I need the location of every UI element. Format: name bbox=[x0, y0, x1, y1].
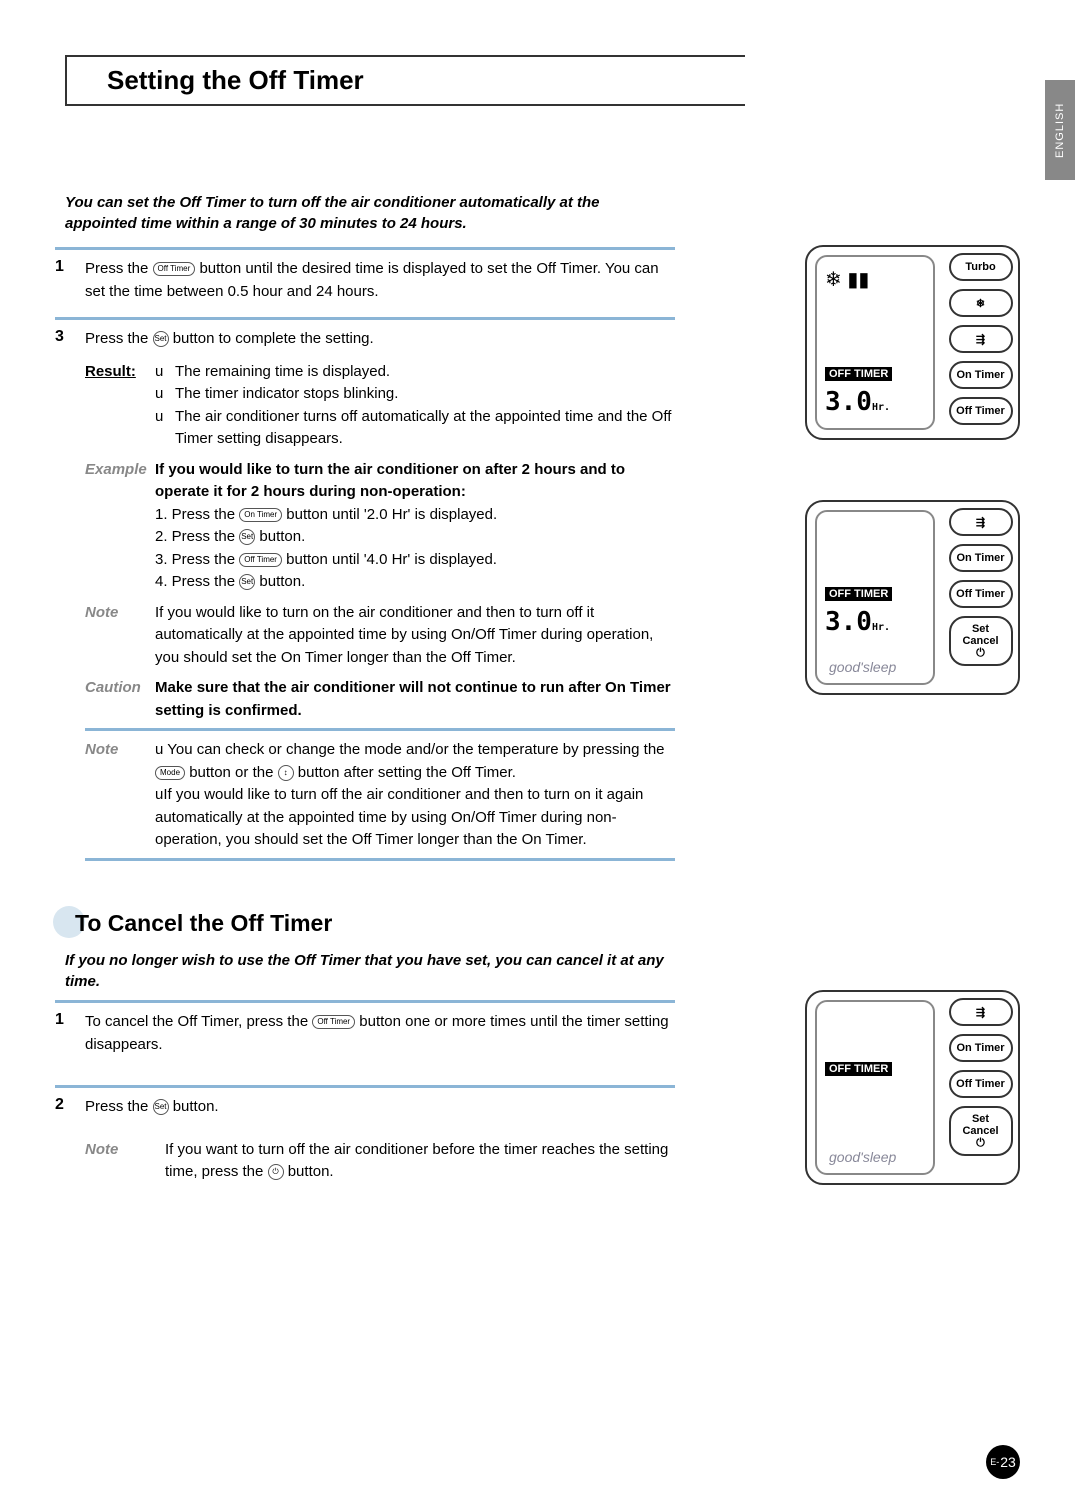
result-label: Result: bbox=[85, 361, 155, 451]
example-line: button until '2.0 Hr' is displayed. bbox=[282, 506, 497, 523]
goodsleep-label: good'sleep bbox=[829, 1149, 896, 1165]
bullet: u bbox=[155, 383, 175, 406]
set-label: Set bbox=[972, 1113, 989, 1125]
off-timer-button[interactable]: Off Timer bbox=[949, 580, 1013, 608]
example-line: 1. Press the bbox=[155, 506, 239, 523]
example-line: button until '4.0 Hr' is displayed. bbox=[282, 551, 497, 568]
off-timer-label: OFF TIMER bbox=[825, 367, 892, 381]
step-text: button. bbox=[173, 1098, 219, 1115]
flow-button[interactable]: ⇶ bbox=[949, 325, 1013, 353]
on-timer-button[interactable]: On Timer bbox=[949, 544, 1013, 572]
off-timer-button[interactable]: Off Timer bbox=[949, 1070, 1013, 1098]
set-label: Set bbox=[972, 623, 989, 635]
bullet: u bbox=[155, 741, 163, 758]
page-number: E-23 bbox=[986, 1445, 1020, 1479]
note-text: If you would like to turn off the air co… bbox=[155, 786, 643, 848]
off-timer-icon: Off Timer bbox=[312, 1015, 355, 1029]
result-item: The air conditioner turns off automatica… bbox=[175, 406, 675, 451]
step-3: 3 Press the Set button to complete the s… bbox=[55, 317, 675, 867]
on-timer-icon: On Timer bbox=[239, 508, 282, 522]
step-text: Press the bbox=[85, 260, 153, 277]
page-title: Setting the Off Timer bbox=[65, 55, 745, 106]
example-line: button. bbox=[255, 528, 305, 545]
off-timer-button[interactable]: Off Timer bbox=[949, 397, 1013, 425]
cancel-step-1: 1 To cancel the Off Timer, press the Off… bbox=[55, 1000, 675, 1056]
hr-suffix: Hr. bbox=[872, 402, 890, 413]
remote-illustration-2: OFF TIMER 3.0Hr. good'sleep ⇶ On Timer O… bbox=[805, 500, 1020, 695]
updown-icon: ↕ bbox=[278, 765, 294, 781]
power-icon: ⏻ bbox=[976, 1137, 985, 1149]
set-cancel-button[interactable]: Set Cancel ⏻ bbox=[949, 616, 1013, 666]
language-tab: ENGLISH bbox=[1045, 80, 1075, 180]
off-timer-label: OFF TIMER bbox=[825, 1062, 892, 1076]
caution-label: Caution bbox=[85, 677, 155, 722]
turbo-button[interactable]: Turbo bbox=[949, 253, 1013, 281]
intro-text: You can set the Off Timer to turn off th… bbox=[65, 192, 675, 234]
step-1: 1 Press the Off Timer button until the d… bbox=[55, 247, 675, 303]
note-text: If you want to turn off the air conditio… bbox=[165, 1141, 668, 1181]
cancel-label: Cancel bbox=[962, 1125, 998, 1137]
page-prefix: E- bbox=[990, 1457, 999, 1467]
goodsleep-label: good'sleep bbox=[829, 659, 896, 675]
mode-icon: Mode bbox=[155, 766, 185, 780]
cancel-step-2: 2 Press the Set button. Note If you want… bbox=[55, 1085, 675, 1184]
off-timer-icon: Off Timer bbox=[239, 553, 282, 567]
result-item: The remaining time is displayed. bbox=[175, 361, 390, 384]
step-number: 1 bbox=[55, 1011, 85, 1056]
note-label: Note bbox=[85, 739, 155, 852]
off-timer-label: OFF TIMER bbox=[825, 587, 892, 601]
flow-button[interactable]: ⇶ bbox=[949, 998, 1013, 1026]
example-line: 2. Press the bbox=[155, 528, 239, 545]
note-text: button or the bbox=[189, 764, 277, 781]
result-item: The timer indicator stops blinking. bbox=[175, 383, 398, 406]
cancel-heading: To Cancel the Off Timer bbox=[65, 910, 332, 937]
step-text: To cancel the Off Timer, press the bbox=[85, 1013, 312, 1030]
set-icon: Set bbox=[153, 1099, 169, 1115]
separator bbox=[85, 858, 675, 861]
cancel-label: Cancel bbox=[962, 635, 998, 647]
fan-button[interactable]: ❄ bbox=[949, 289, 1013, 317]
off-timer-icon: Off Timer bbox=[153, 262, 196, 276]
on-timer-button[interactable]: On Timer bbox=[949, 1034, 1013, 1062]
remote-illustration-1: ❄ ▮▮ OFF TIMER 3.0Hr. Turbo ❄ ⇶ On Timer… bbox=[805, 245, 1020, 440]
flow-button[interactable]: ⇶ bbox=[949, 508, 1013, 536]
set-icon: Set bbox=[153, 331, 169, 347]
note-text: button after setting the Off Timer. bbox=[298, 764, 516, 781]
step-number: 2 bbox=[55, 1096, 85, 1184]
note-text: If you would like to turn on the air con… bbox=[155, 602, 675, 670]
power-icon: ⏻ bbox=[976, 647, 985, 659]
bullet: u bbox=[155, 406, 175, 451]
step-text: button to complete the setting. bbox=[173, 330, 374, 347]
note-label: Note bbox=[85, 602, 155, 670]
set-icon: Set bbox=[239, 574, 255, 590]
step-text: Press the bbox=[85, 330, 153, 347]
on-timer-button[interactable]: On Timer bbox=[949, 361, 1013, 389]
separator bbox=[85, 728, 675, 731]
note-text: button. bbox=[288, 1163, 334, 1180]
step-text: Press the bbox=[85, 1098, 153, 1115]
hr-suffix: Hr. bbox=[872, 622, 890, 633]
bullet: u bbox=[155, 361, 175, 384]
example-heading: If you would like to turn the air condit… bbox=[155, 459, 675, 504]
example-line: 4. Press the bbox=[155, 573, 239, 590]
remote-illustration-3: OFF TIMER good'sleep ⇶ On Timer Off Time… bbox=[805, 990, 1020, 1185]
caution-text: Make sure that the air conditioner will … bbox=[155, 677, 675, 722]
set-icon: Set bbox=[239, 529, 255, 545]
step-number: 3 bbox=[55, 328, 85, 867]
example-line: button. bbox=[255, 573, 305, 590]
note-label: Note bbox=[85, 1139, 165, 1184]
note-text: You can check or change the mode and/or … bbox=[167, 741, 664, 758]
cancel-intro: If you no longer wish to use the Off Tim… bbox=[65, 950, 675, 992]
page-num-value: 23 bbox=[1000, 1454, 1016, 1470]
power-icon: ⏻ bbox=[268, 1164, 284, 1180]
example-line: 3. Press the bbox=[155, 551, 239, 568]
hr-value: 3.0 bbox=[825, 607, 872, 637]
hr-value: 3.0 bbox=[825, 387, 872, 417]
set-cancel-button[interactable]: Set Cancel ⏻ bbox=[949, 1106, 1013, 1156]
example-label: Example bbox=[85, 459, 155, 594]
step-number: 1 bbox=[55, 258, 85, 303]
